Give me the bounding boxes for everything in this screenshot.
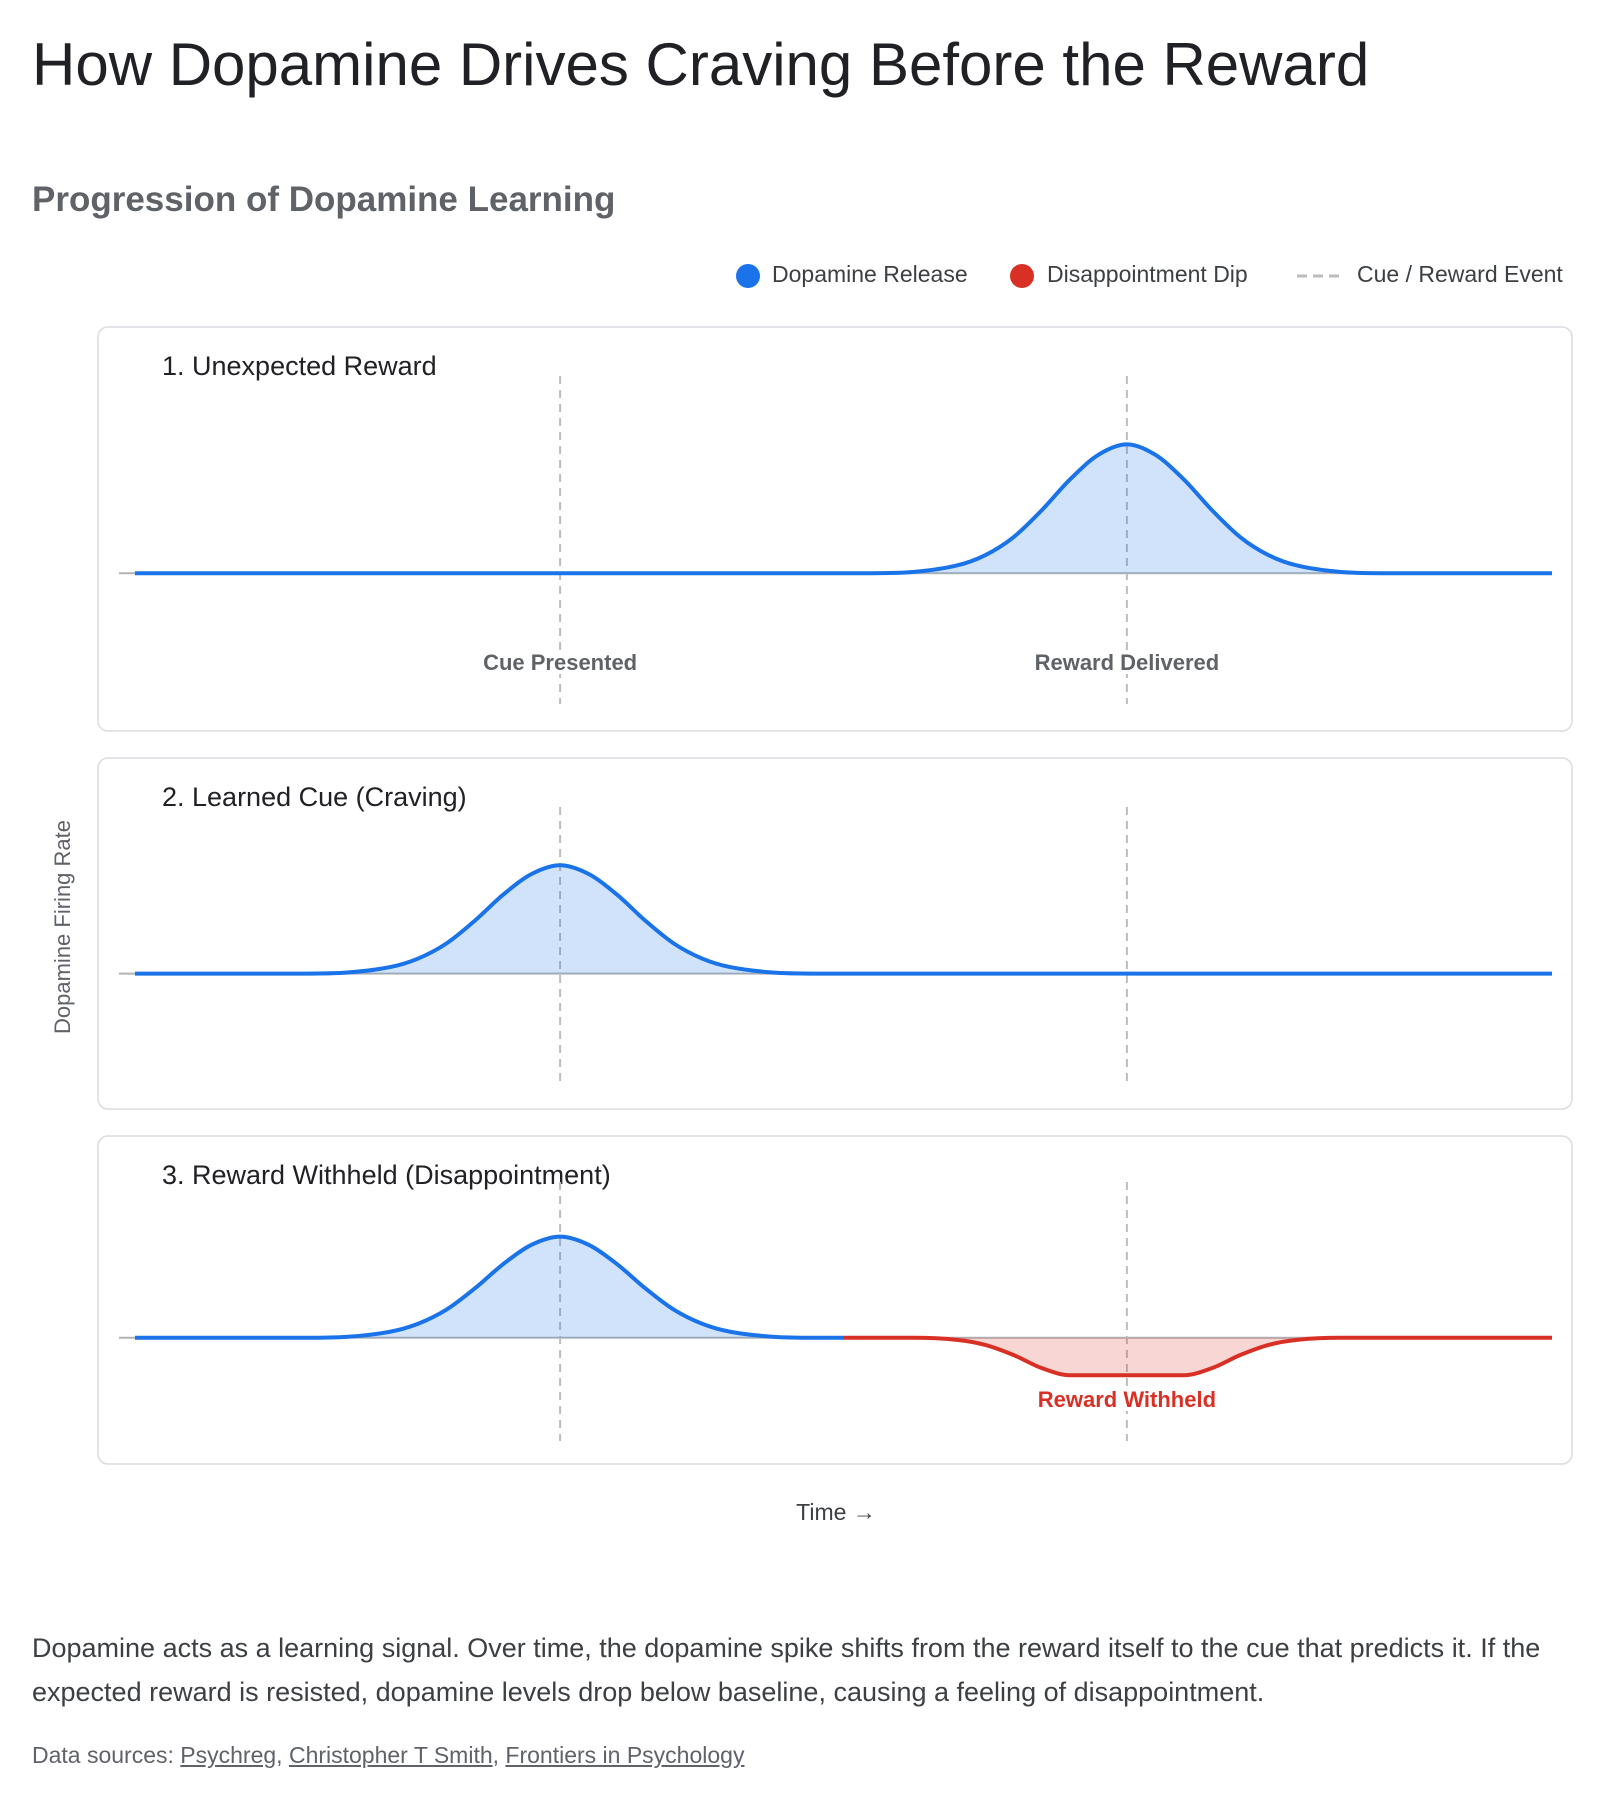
source-link[interactable]: Christopher T Smith (288, 1742, 493, 1768)
page-title: How Dopamine Drives Craving Before the R… (32, 31, 1370, 98)
source-link[interactable]: Frontiers in Psychology (505, 1742, 745, 1768)
description: Dopamine acts as a learning signal. Over… (32, 1633, 1541, 1707)
panel-card (97, 1135, 1573, 1465)
separator: , (492, 1742, 500, 1768)
line (135, 863, 1552, 976)
sources: Data sources: Psychreg, Christopher T Sm… (32, 1742, 744, 1769)
panel-card (97, 326, 1573, 732)
event-label: Cue Presented (483, 650, 637, 675)
line (843, 1335, 1552, 1378)
area (135, 444, 1552, 574)
panel-title: 1. Unexpected Reward (162, 351, 437, 381)
sources-prefix: Data sources: (32, 1742, 174, 1768)
legend-swatch (1010, 264, 1034, 288)
event-label: Reward Delivered (1035, 650, 1220, 675)
area (135, 865, 1552, 974)
y-axis-label: Dopamine Firing Rate (50, 820, 75, 1034)
area (135, 1236, 844, 1338)
panel-card (97, 757, 1573, 1110)
event-label: Reward Withheld (1038, 1387, 1216, 1412)
panel-title: 2. Learned Cue (Craving) (162, 782, 467, 812)
chart: Dopamine Release Disappointment Dip Cue / … (50, 261, 1573, 1525)
area (843, 1337, 1552, 1376)
legend-label: Cue / Reward Event (1357, 261, 1563, 287)
x-axis-label: Time → (796, 1499, 876, 1525)
legend-swatch (736, 264, 760, 288)
panel-title: 3. Reward Withheld (Disappointment) (162, 1160, 611, 1190)
subtitle: Progression of Dopamine Learning (32, 180, 616, 219)
line (135, 442, 1552, 576)
legend-label: Dopamine Release (772, 261, 968, 287)
line (135, 1234, 844, 1340)
source-link[interactable]: Psychreg (180, 1742, 277, 1768)
legend-label: Disappointment Dip (1047, 261, 1248, 287)
separator: , (276, 1742, 283, 1768)
